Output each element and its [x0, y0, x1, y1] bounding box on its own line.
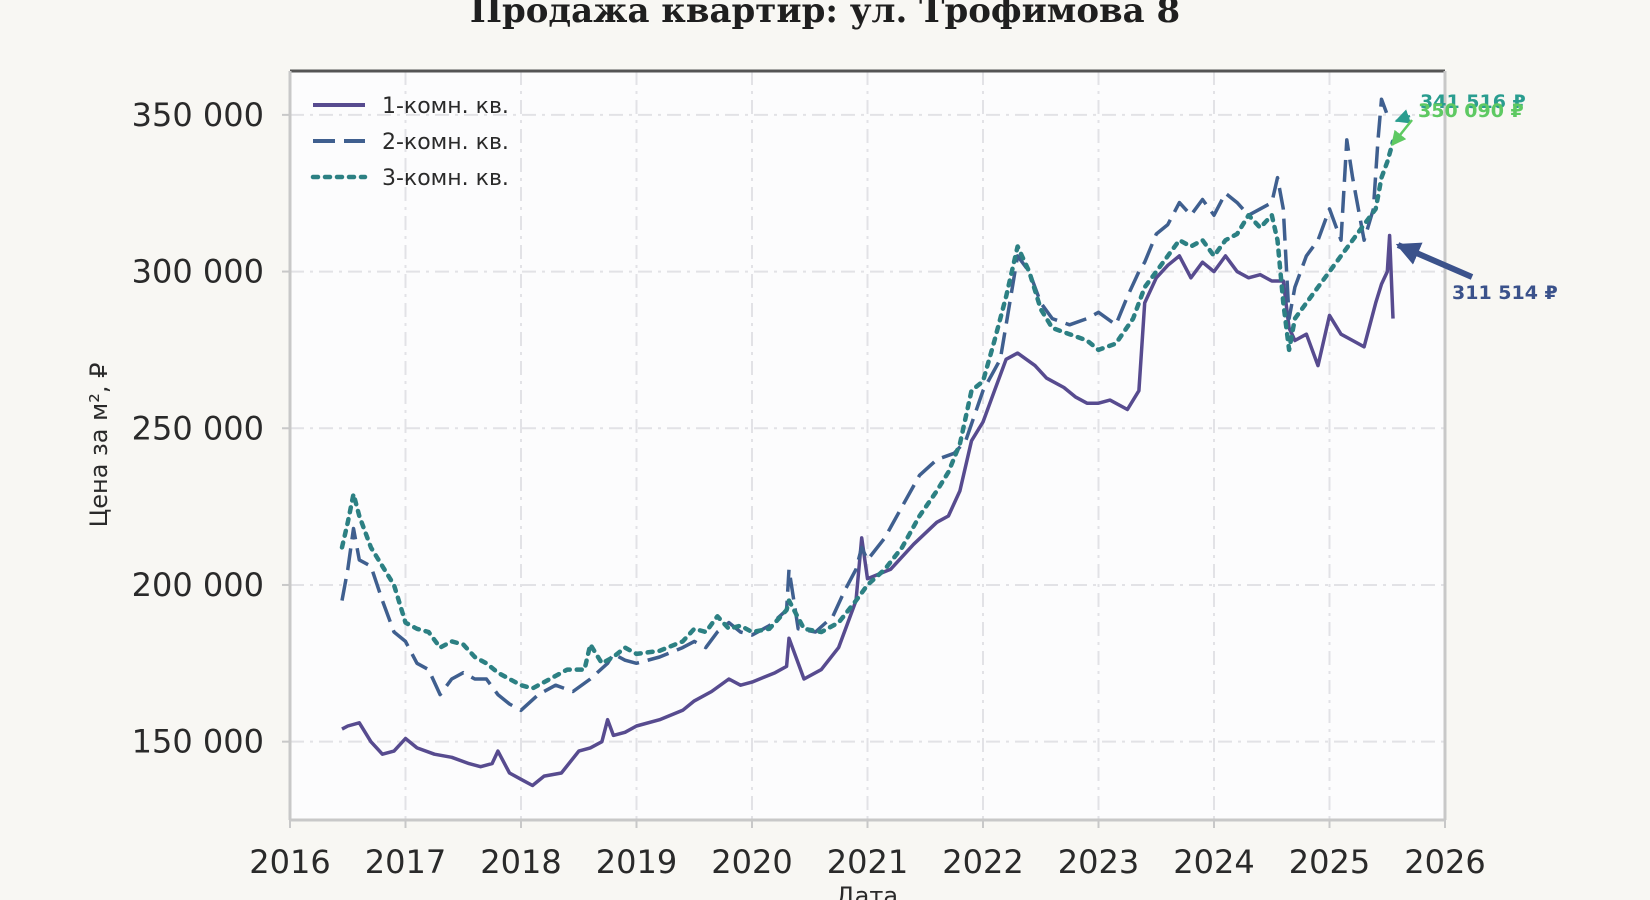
x-tick-label: 2019: [596, 843, 677, 881]
legend-label-2: 2-комн. кв.: [382, 130, 509, 155]
annotation-layer: 341 516 ₽350 090 ₽ 311 514 ₽: [1391, 91, 1558, 304]
chart-title: Продажа квартир: ул. Трофимова 8: [470, 0, 1180, 31]
legend-label-3: 3-комн. кв.: [382, 166, 509, 191]
y-tick-label: 150 000: [132, 723, 264, 761]
x-tick-label: 2025: [1289, 843, 1370, 881]
x-tick-label: 2018: [480, 843, 561, 881]
series-layer: [339, 97, 1396, 788]
x-tick-label: 2016: [249, 843, 330, 881]
annotation-arrow-1: [1394, 109, 1412, 124]
annotation-label-1: 341 516 ₽: [1420, 91, 1526, 113]
x-tick-label: 2017: [365, 843, 446, 881]
x-tick-label: 2022: [942, 843, 1023, 881]
x-tick-label: 2020: [711, 843, 792, 881]
annotation-arrow-2: [1391, 119, 1413, 147]
y-axis-ticks: 150 000 200 000 250 000 300 000 350 000: [132, 96, 290, 761]
x-tick-label: 2021: [827, 843, 908, 881]
series-line-2: [340, 97, 1394, 713]
y-axis-label: Цена за м², ₽: [85, 363, 113, 528]
y-tick-label: 300 000: [132, 253, 264, 291]
series-line-1: [341, 233, 1395, 788]
x-tick-label: 2023: [1058, 843, 1139, 881]
x-tick-label: 2026: [1404, 843, 1485, 881]
series-line-3: [339, 139, 1396, 691]
annotation-label-3: 311 514 ₽: [1452, 282, 1558, 304]
legend: 1-комн. кв. 2-комн. кв. 3-комн. кв.: [310, 94, 509, 191]
y-tick-label: 200 000: [132, 566, 264, 604]
x-axis-ticks: 2016 2017 2018 2019 2020 2021 2022 2023 2024 2025…: [249, 820, 1486, 881]
x-axis-label: Дата: [836, 882, 898, 900]
x-tick-label: 2024: [1173, 843, 1254, 881]
annotation-label-2: 350 090 ₽: [1418, 100, 1524, 122]
y-tick-label: 250 000: [132, 409, 264, 447]
legend-label-1: 1-комн. кв.: [382, 94, 509, 119]
y-tick-label: 350 000: [132, 96, 264, 134]
annotation-arrow-3: [1395, 242, 1474, 280]
